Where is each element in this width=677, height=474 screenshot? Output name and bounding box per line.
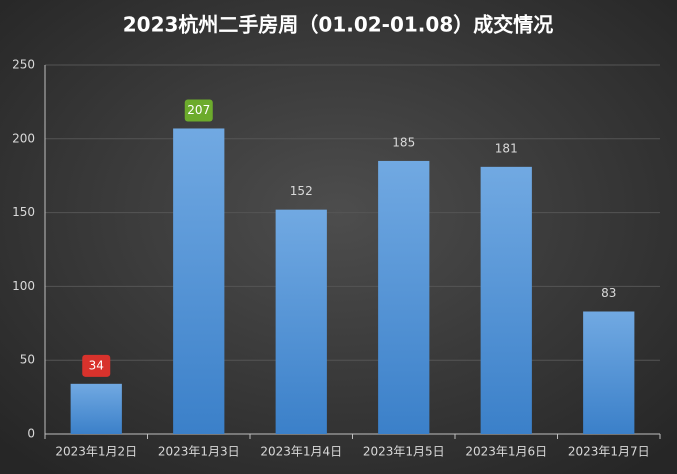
y-tick-label: 0 — [27, 427, 35, 441]
x-tick-label: 2023年1月4日 — [260, 445, 342, 459]
x-tick-label: 2023年1月3日 — [158, 445, 240, 459]
label-badge — [184, 99, 213, 122]
y-tick-label: 250 — [12, 58, 35, 72]
data-label: 34 — [89, 358, 104, 372]
data-label: 181 — [495, 141, 518, 155]
bar — [583, 311, 635, 434]
data-label: 152 — [290, 184, 313, 198]
chart-title: 2023杭州二手房周（01.02-01.08）成交情况 — [123, 13, 554, 37]
data-label: 207 — [187, 103, 210, 117]
x-tick-label: 2023年1月5日 — [363, 445, 445, 459]
y-tick-label: 150 — [12, 205, 35, 219]
data-label: 83 — [601, 286, 616, 300]
y-tick-label: 100 — [12, 279, 35, 293]
x-tick-label: 2023年1月7日 — [568, 445, 650, 459]
y-tick-label: 50 — [20, 353, 35, 367]
bar — [70, 383, 122, 434]
bar — [275, 209, 327, 434]
x-tick-label: 2023年1月6日 — [465, 445, 547, 459]
data-label: 185 — [392, 135, 415, 149]
y-tick-label: 200 — [12, 131, 35, 145]
label-badge — [82, 354, 111, 377]
bar — [378, 160, 430, 434]
bar — [173, 128, 225, 434]
x-tick-label: 2023年1月2日 — [55, 445, 137, 459]
bar — [480, 166, 532, 434]
